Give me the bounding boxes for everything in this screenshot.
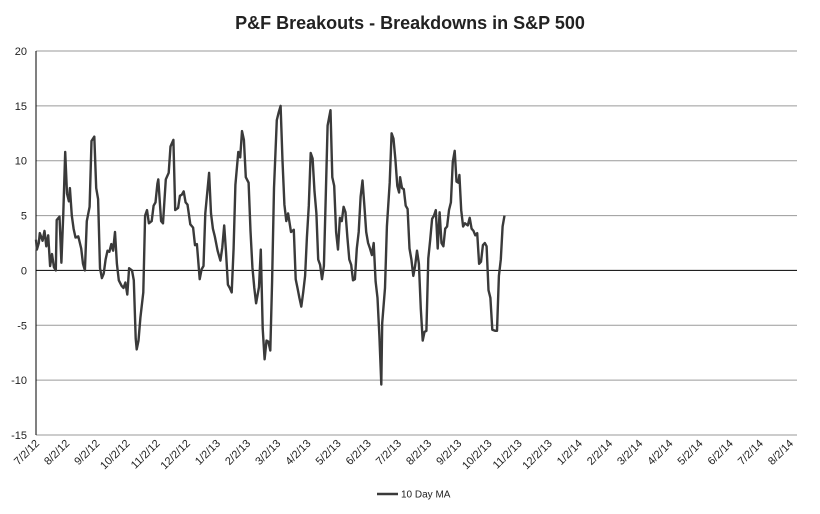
x-tick-label: 1/2/14 <box>555 438 585 468</box>
x-tick-label: 11/2/13 <box>491 438 525 472</box>
chart-title: P&F Breakouts - Breakdowns in S&P 500 <box>235 13 585 33</box>
x-tick-label: 3/2/13 <box>253 438 283 468</box>
x-tick-label: 10/2/13 <box>460 438 494 472</box>
y-tick-label: 0 <box>21 265 27 277</box>
x-tick-label: 8/2/14 <box>766 438 796 468</box>
x-tick-label: 7/2/13 <box>374 438 404 468</box>
gridlines <box>36 50 797 436</box>
x-tick-label: 1/2/13 <box>193 438 223 468</box>
x-axis <box>35 51 797 435</box>
y-tick-label: 20 <box>15 46 27 58</box>
x-tick-label: 6/2/14 <box>706 438 736 468</box>
y-tick-label: -10 <box>11 375 27 387</box>
x-tick-label: 5/2/13 <box>314 438 344 468</box>
x-tick-label: 12/2/12 <box>158 438 192 472</box>
x-tick-label: 8/2/12 <box>42 438 72 468</box>
x-tick-label: 12/2/13 <box>520 438 554 472</box>
legend: 10 Day MA <box>377 490 451 501</box>
x-tick-label: 7/2/12 <box>12 438 42 468</box>
y-tick-label: -5 <box>17 320 27 332</box>
x-tick-label: 5/2/14 <box>676 438 706 468</box>
x-tick-label: 3/2/14 <box>615 438 645 468</box>
x-tick-label: 2/2/14 <box>585 438 615 468</box>
x-tick-label: 10/2/12 <box>98 438 132 472</box>
x-tick-label: 7/2/14 <box>736 438 766 468</box>
x-tick-label: 4/2/13 <box>283 438 313 468</box>
y-tick-label: 5 <box>21 211 27 223</box>
y-axis-ticks: 20 15 10 5 0 -5 -10 -15 <box>11 46 27 442</box>
x-tick-label: 11/2/12 <box>129 438 163 472</box>
series-line-10-day-ma <box>34 104 506 386</box>
y-tick-label: -15 <box>11 430 27 442</box>
y-tick-label: 10 <box>15 156 27 168</box>
x-tick-label: 2/2/13 <box>223 438 253 468</box>
x-tick-label: 8/2/13 <box>404 438 434 468</box>
y-tick-label: 15 <box>15 101 27 113</box>
legend-label: 10 Day MA <box>401 490 451 501</box>
x-tick-label: 4/2/14 <box>645 438 675 468</box>
series-layer <box>34 104 506 386</box>
x-tick-label: 6/2/13 <box>344 438 374 468</box>
